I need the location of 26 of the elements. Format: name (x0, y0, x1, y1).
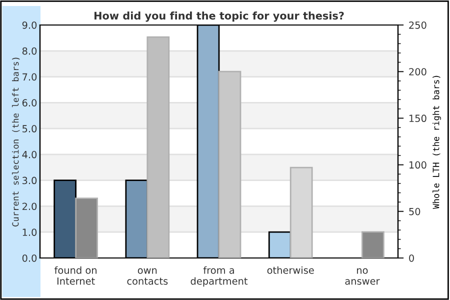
y-tick-label: 1.0 (22, 228, 37, 236)
y2-tick-label: 0 (409, 254, 414, 262)
y-tick-label: 2.0 (22, 202, 37, 210)
y-tick-label: 6.0 (22, 99, 37, 106)
x-tick-label: otherwise (267, 266, 314, 274)
y-tick-label: 5.0 (22, 125, 37, 132)
y2-tick-label: 50 (409, 208, 420, 216)
y-tick-label: 7.0 (22, 73, 37, 81)
y2-tick-label: 250 (409, 21, 426, 29)
x-tick-label: own contacts (127, 268, 168, 285)
y2-tick-label: 150 (409, 114, 426, 122)
y2-axis-title: Whole LTH (the right bars) (432, 76, 441, 209)
bar (362, 231, 384, 258)
bar (146, 36, 170, 258)
y2-tick-label: 100 (409, 161, 426, 169)
y-axis-title: Current selection (the left bars) (12, 58, 20, 226)
y2-tick-label: 200 (409, 68, 426, 76)
y-tick-label: 8.0 (22, 47, 37, 55)
chart-title: How did you find the topic for your thesis? (94, 12, 344, 22)
x-tick-label: found on Internet (54, 266, 97, 285)
y-tick-label: 3.0 (22, 176, 37, 184)
y-tick-label: 9.0 (22, 21, 37, 29)
x-tick-label: from a department (190, 266, 248, 287)
y-tick-label: 0.0 (22, 254, 37, 262)
y-tick-label: 4.0 (22, 150, 37, 158)
x-tick-label: no answer (345, 268, 380, 285)
